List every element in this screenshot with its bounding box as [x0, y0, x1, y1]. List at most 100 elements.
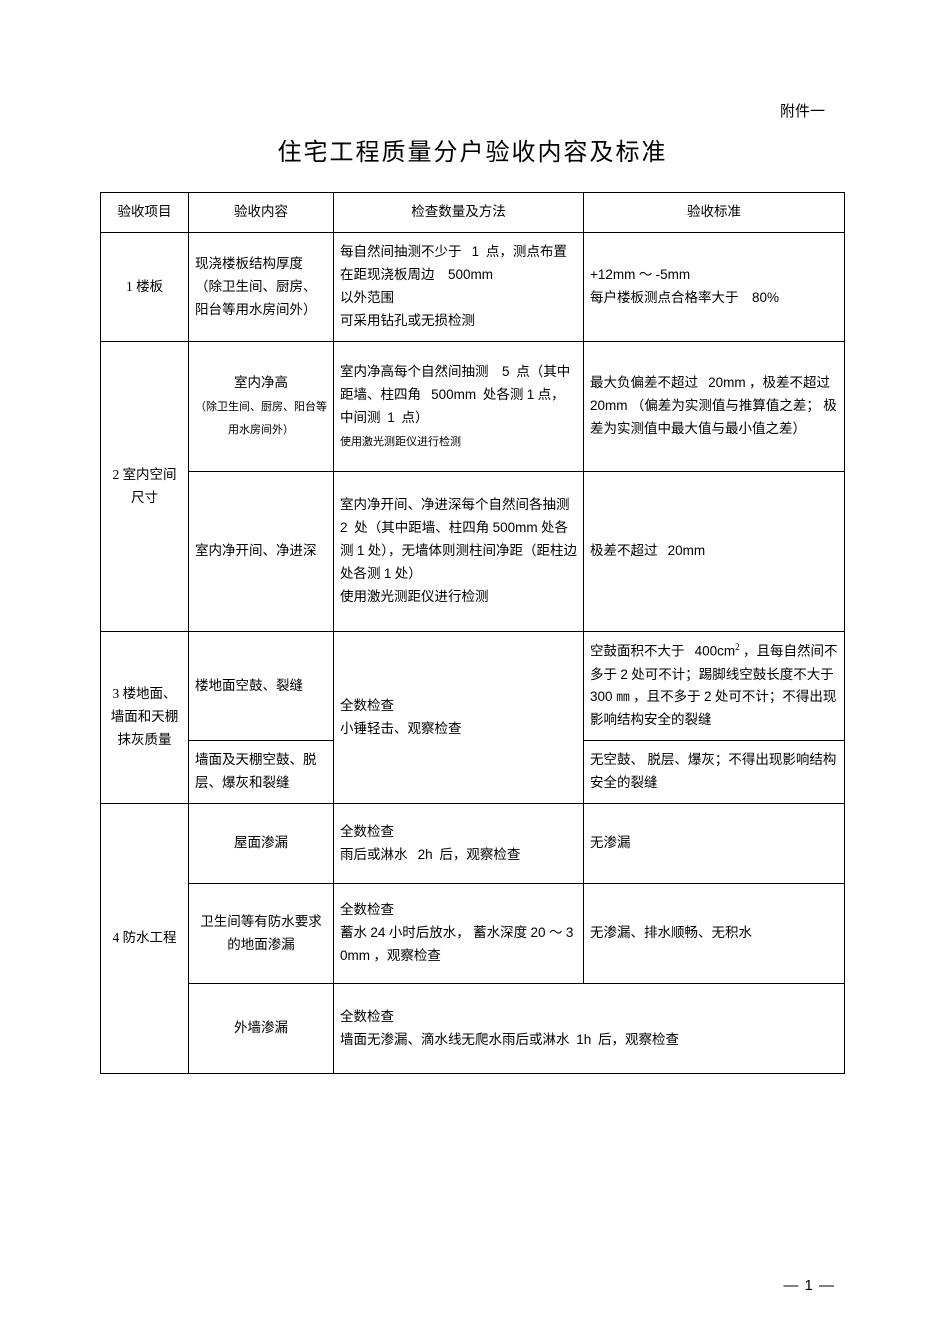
cell-project: 4 防水工程 [101, 804, 189, 1074]
number: 1 [384, 566, 392, 581]
number: 2h [418, 847, 433, 862]
text: 处） [395, 566, 422, 581]
number: 300 ㎜ [590, 689, 630, 704]
cell-content: 卫生间等有防水要求的地面渗漏 [189, 884, 334, 984]
cell-method: 全数检查 蓄水 24 小时后放水， 蓄水深度 20 ～ 30mm ，观察检查 [334, 884, 584, 984]
cell-content: 外墙渗漏 [189, 984, 334, 1074]
text: 处（其中距墙、柱四角 [354, 520, 489, 535]
cell-method: 每自然间抽测不少于 1 点，测点布置在距现浇板周边 500mm 以外范围 可采用… [334, 233, 584, 342]
cell-content: 现浇楼板结构厚度（除卫生间、厨房、阳台等用水房间外） [189, 233, 334, 342]
cell-project: 1 楼板 [101, 233, 189, 342]
text: 后，观察检查 [439, 847, 520, 862]
cell-project: 3 楼地面、墙面和天棚抹灰质量 [101, 632, 189, 804]
text: 室内净高每个自然间抽测 [340, 364, 489, 379]
text: 全数检查 [340, 902, 394, 917]
number: 400cm [695, 644, 736, 659]
text: ～ [549, 925, 563, 940]
text: 小时后放水， 蓄水深度 [389, 925, 527, 940]
text: 后，观察检查 [598, 1032, 679, 1047]
text-note: 使用激光测距仪进行检测 [340, 436, 461, 448]
cell-method: 全数检查 雨后或淋水 2h 后，观察检查 [334, 804, 584, 884]
text: 每自然间抽测不少于 [340, 244, 462, 259]
table-row: 4 防水工程 屋面渗漏 全数检查 雨后或淋水 2h 后，观察检查 无渗漏 [101, 804, 845, 884]
cell-standard: 无空鼓、 脱层、爆灰；不得出现影响结构安全的裂缝 [584, 741, 845, 804]
table-row: 卫生间等有防水要求的地面渗漏 全数检查 蓄水 24 小时后放水， 蓄水深度 20… [101, 884, 845, 984]
cell-method: 全数检查 墙面无渗漏、滴水线无爬水雨后或淋水 1h 后，观察检查 [334, 984, 845, 1074]
text: 处各测 [483, 387, 524, 402]
cell-project: 2 室内空间尺寸 [101, 342, 189, 632]
text: 最大负偏差不超过 [590, 375, 698, 390]
table-row: 1 楼板 现浇楼板结构厚度（除卫生间、厨房、阳台等用水房间外） 每自然间抽测不少… [101, 233, 845, 342]
text: 雨后或淋水 [340, 847, 408, 862]
number: +12mm [590, 267, 635, 282]
number: 80% [752, 290, 779, 305]
text: ～ [639, 267, 653, 282]
text: ，观察检查 [373, 948, 441, 963]
number: 20mm [708, 375, 746, 390]
cell-standard: 空鼓面积不大于 400cm2 ，且每自然间不多于 2 处可不计；踢脚线空鼓长度不… [584, 632, 845, 741]
text: 全数检查 [340, 824, 394, 839]
text: 可采用钻孔或无损检测 [340, 313, 475, 328]
table-row: 室内净开间、净进深 室内净开间、净进深每个自然间各抽测 2 处（其中距墙、柱四角… [101, 472, 845, 632]
text: 蓄水 [340, 925, 367, 940]
number: 2 [620, 667, 628, 682]
text: 处可不计；踢脚线空鼓长度不大于 [631, 667, 834, 682]
number: 2 [704, 689, 712, 704]
number: -5mm [656, 267, 691, 282]
cell-standard: 无渗漏 [584, 804, 845, 884]
number: 1 [357, 543, 365, 558]
text: 全数检查 [340, 1009, 394, 1024]
number: 1 [472, 244, 480, 259]
text: 点） [402, 410, 429, 425]
cell-content: 室内净高 （除卫生间、厨房、阳台等用水房间外） [189, 342, 334, 472]
text: 墙面无渗漏、滴水线无爬水雨后或淋水 [340, 1032, 570, 1047]
cell-standard: 无渗漏、排水顺畅、无积水 [584, 884, 845, 984]
page-number: — 1 — [783, 1274, 835, 1298]
header-method: 检查数量及方法 [334, 193, 584, 233]
text: 室内净开间、净进深每个自然间各抽测 [340, 497, 570, 512]
header-content: 验收内容 [189, 193, 334, 233]
text: 全数检查 [340, 698, 394, 713]
cell-method: 室内净高每个自然间抽测 5 点（其中距墙、柱四角 500mm 处各测 1 点，中… [334, 342, 584, 472]
cell-standard: 最大负偏差不超过 20mm ，极差不超过 20mm （偏差为实测值与推算值之差；… [584, 342, 845, 472]
table-row: 外墙渗漏 全数检查 墙面无渗漏、滴水线无爬水雨后或淋水 1h 后，观察检查 [101, 984, 845, 1074]
number: 500mm [493, 520, 538, 535]
cell-content: 楼地面空鼓、裂缝 [189, 632, 334, 741]
page-title: 住宅工程质量分户验收内容及标准 [100, 134, 845, 172]
number: 500mm [431, 387, 476, 402]
number: 500mm [448, 267, 493, 282]
number: 2 [340, 520, 348, 535]
text: 处），无墙体则测柱间净距（距柱边处各测 [340, 543, 577, 581]
table-row: 2 室内空间尺寸 室内净高 （除卫生间、厨房、阳台等用水房间外） 室内净高每个自… [101, 342, 845, 472]
number: 1 [387, 410, 395, 425]
header-project: 验收项目 [101, 193, 189, 233]
attachment-label: 附件一 [100, 100, 845, 124]
superscript: 2 [735, 642, 740, 652]
text: 室内净高 [234, 375, 288, 390]
cell-method: 全数检查 小锤轻击、观察检查 [334, 632, 584, 804]
text: 极差不超过 [590, 543, 658, 558]
cell-content: 屋面渗漏 [189, 804, 334, 884]
inspection-table: 验收项目 验收内容 检查数量及方法 验收标准 1 楼板 现浇楼板结构厚度（除卫生… [100, 192, 845, 1074]
table-header-row: 验收项目 验收内容 检查数量及方法 验收标准 [101, 193, 845, 233]
number: 1h [576, 1032, 591, 1047]
text: ，极差不超过 [749, 375, 830, 390]
text: 使用激光测距仪进行检测 [340, 589, 489, 604]
cell-standard: +12mm ～ -5mm 每户楼板测点合格率大于 80% [584, 233, 845, 342]
text-note: （除卫生间、厨房、阳台等用水房间外） [195, 401, 327, 436]
header-standard: 验收标准 [584, 193, 845, 233]
text: 每户楼板测点合格率大于 [590, 290, 739, 305]
text: ，且不多于 [633, 689, 701, 704]
number: 20 [531, 925, 546, 940]
cell-method: 室内净开间、净进深每个自然间各抽测 2 处（其中距墙、柱四角 500mm 处各测… [334, 472, 584, 632]
text: 空鼓面积不大于 [590, 644, 685, 659]
text: 以外范围 [340, 290, 394, 305]
number: 24 [370, 925, 385, 940]
cell-content: 室内净开间、净进深 [189, 472, 334, 632]
number: 5 [502, 364, 510, 379]
number: 1 [527, 387, 535, 402]
number: 20mm [590, 398, 628, 413]
number: 20mm [668, 543, 706, 558]
cell-standard: 极差不超过 20mm [584, 472, 845, 632]
table-row: 3 楼地面、墙面和天棚抹灰质量 楼地面空鼓、裂缝 全数检查 小锤轻击、观察检查 … [101, 632, 845, 741]
